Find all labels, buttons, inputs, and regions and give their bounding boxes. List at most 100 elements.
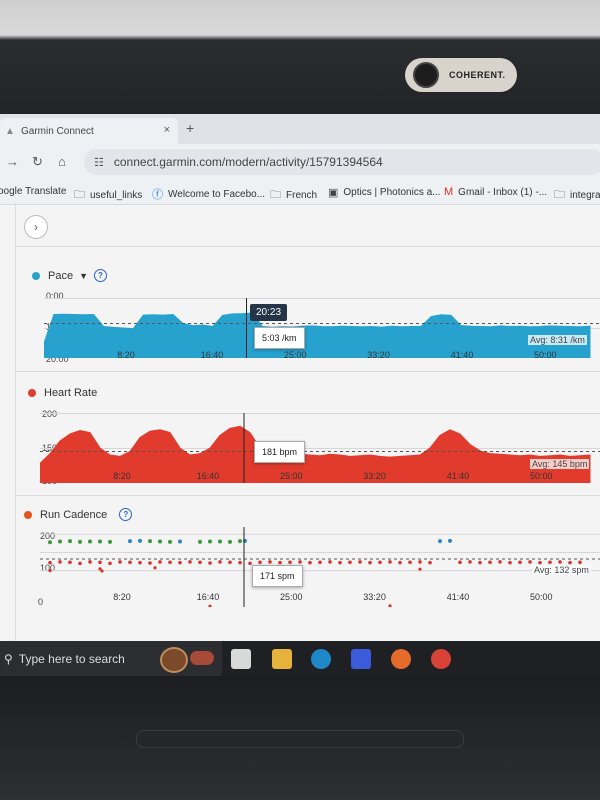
reload-icon[interactable]: ↻ (32, 154, 43, 169)
cadence-point-green (48, 540, 52, 545)
bookmark-gmail[interactable]: M Gmail - Inbox (1) -... (444, 186, 547, 198)
left-rule (15, 205, 16, 676)
bookmark-label: useful_links (90, 190, 143, 201)
cadence-point-red (258, 560, 262, 565)
cadence-point-red (368, 560, 372, 565)
cadence-point-green (228, 539, 232, 544)
site-icon: ▣ (328, 187, 339, 199)
cadence-point-red (358, 560, 362, 564)
browser-tab-garmin[interactable]: ▲ Garmin Connect × (0, 118, 178, 144)
cadence-point-green (168, 539, 172, 544)
x-tick-label: 50:00 (530, 592, 553, 602)
pace-time-tooltip: 20:23 (250, 304, 288, 321)
x-tick-label: 8:20 (117, 350, 135, 360)
cadence-point-red (218, 560, 222, 564)
bookmark-facebook[interactable]: ⓕ Welcome to Facebo... (152, 186, 265, 202)
pace-chart-title: Pace ▼ ? (32, 269, 107, 282)
x-tick-label: 33:20 (363, 471, 386, 481)
bookmark-label: oogle Translate (0, 186, 67, 197)
collapse-sidebar-button[interactable]: › (24, 215, 48, 239)
tab-title: Garmin Connect (21, 125, 94, 137)
edge-icon[interactable] (311, 649, 331, 669)
donut-icon (160, 647, 188, 673)
cadence-point-red (88, 560, 92, 564)
cadence-point-red (478, 560, 482, 565)
maps-icon[interactable] (391, 649, 411, 669)
cadence-point-red (108, 561, 112, 566)
x-tick-label: 41:40 (446, 471, 470, 481)
url-field[interactable]: ☷ connect.garmin.com/modern/activity/157… (84, 149, 600, 175)
bookmark-useful-links[interactable]: 🗀 useful_links (74, 186, 142, 205)
screen: ▲ Garmin Connect × + → ↻ ⌂ ☷ connect.gar… (0, 114, 600, 676)
cadence-point-red (68, 560, 72, 565)
copilot-icon[interactable] (351, 649, 371, 669)
pace-ytick: 20:00 (46, 354, 69, 364)
cadence-point-red (278, 560, 282, 565)
cadence-point-blue (438, 539, 442, 544)
cadence-outlier (418, 567, 422, 571)
cadence-point-red (78, 561, 82, 566)
cadence-point-green (238, 539, 242, 544)
cadence-point-red (208, 561, 212, 565)
cadence-point-red (128, 560, 132, 565)
cadence-point-red (168, 560, 172, 565)
bookmark-integra[interactable]: 🗀 integra (554, 186, 600, 205)
x-tick-label: 33:20 (367, 350, 390, 360)
cadence-point-green (148, 539, 152, 544)
browser-tabbar: ▲ Garmin Connect × + (0, 114, 600, 144)
folder-icon: 🗀 (74, 189, 85, 201)
new-tab-button[interactable]: + (186, 120, 195, 136)
cadence-point-blue (178, 539, 182, 544)
cadence-outlier (153, 566, 157, 570)
cadence-point-red (458, 560, 462, 565)
cadence-point-red (408, 560, 412, 565)
x-tick-label: 25:00 (280, 471, 303, 481)
cadence-point-red (238, 560, 242, 565)
cadence-point-red (428, 560, 432, 565)
x-tick-label: 50:00 (534, 350, 557, 360)
cadence-outlier (388, 604, 392, 607)
cadence-point-red (198, 560, 202, 565)
x-tick-label: 16:40 (196, 471, 220, 481)
x-tick-label: 41:40 (450, 350, 474, 360)
taskbar-search[interactable]: ⚲ Type here to search (0, 641, 222, 676)
bookmark-translate[interactable]: oogle Translate (0, 186, 66, 197)
cadence-point-red (178, 560, 182, 565)
chrome-icon[interactable] (431, 649, 451, 669)
facebook-icon: ⓕ (152, 189, 163, 201)
cadence-point-red (548, 560, 552, 565)
search-icon: ⚲ (4, 651, 13, 666)
folder-icon: 🗀 (270, 189, 281, 201)
cadence-point-red (328, 560, 332, 564)
file-explorer-icon[interactable] (272, 649, 292, 669)
bookmark-label: integra (570, 190, 600, 201)
section-divider (15, 371, 600, 372)
bookmark-french[interactable]: 🗀 French (270, 186, 317, 205)
url-text: connect.garmin.com/modern/activity/15791… (113, 155, 383, 169)
cadence-point-green (98, 539, 102, 544)
hr-avg-label: Avg: 145 bpm (530, 459, 590, 469)
cadence-point-red (508, 560, 512, 565)
cadence-chart[interactable] (40, 527, 600, 607)
x-tick-label: 50:00 (530, 471, 553, 481)
forward-icon[interactable]: → (6, 154, 19, 169)
pace-avg-label: Avg: 8:31 /km (528, 335, 587, 345)
home-icon[interactable]: ⌂ (58, 154, 66, 169)
hr-chart[interactable] (40, 413, 600, 483)
tab-close-icon[interactable]: × (163, 124, 170, 136)
cadence-point-green (68, 539, 72, 544)
activity-content: › Pace ▼ ? 0:00 10:00 20:00 Avg: 8:31 /k… (0, 205, 600, 676)
cadence-point-green (218, 539, 222, 544)
cadence-point-red (248, 561, 252, 566)
cadence-point-red (228, 560, 232, 565)
site-settings-icon[interactable]: ☷ (94, 156, 104, 169)
cadence-point-red (518, 560, 522, 565)
pace-chart[interactable] (44, 298, 600, 358)
cadence-point-red (268, 560, 272, 564)
start-tiles-icon[interactable] (231, 649, 251, 669)
help-icon[interactable]: ? (119, 508, 133, 521)
bookmark-optics[interactable]: ▣ Optics | Photonics a... (328, 186, 441, 199)
caret-down-icon[interactable]: ▼ (79, 270, 88, 281)
cadence-point-red (578, 560, 582, 565)
help-icon[interactable]: ? (94, 269, 107, 282)
